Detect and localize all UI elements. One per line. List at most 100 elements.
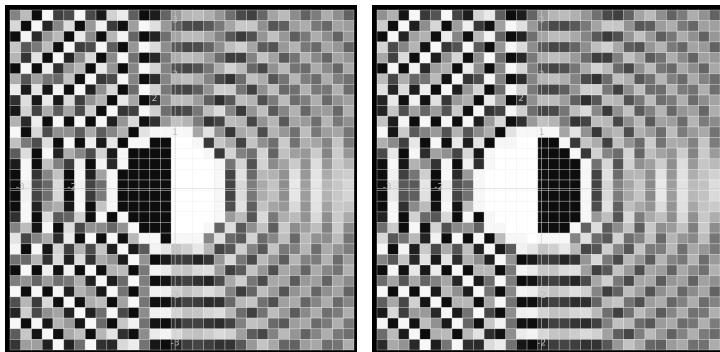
cell	[118, 63, 129, 74]
cell	[107, 286, 118, 297]
cell	[613, 138, 624, 149]
cell	[75, 244, 86, 255]
cell	[300, 308, 311, 319]
cell	[666, 42, 677, 53]
cell	[484, 191, 495, 202]
cell	[527, 276, 538, 287]
cell	[463, 106, 474, 117]
cell	[247, 74, 258, 85]
cell	[506, 318, 517, 329]
cell	[699, 21, 710, 32]
cell	[118, 223, 129, 234]
cell	[549, 201, 560, 212]
cell	[377, 286, 388, 297]
cell	[398, 212, 409, 223]
cell	[118, 318, 129, 329]
cell	[204, 21, 215, 32]
cell	[656, 95, 667, 106]
cell	[85, 63, 96, 74]
cell	[570, 63, 581, 74]
cell	[527, 148, 538, 159]
cell	[473, 180, 484, 191]
cell	[42, 74, 53, 85]
cell	[333, 74, 344, 85]
axis-label: -3	[16, 182, 25, 192]
cell	[656, 74, 667, 85]
cell	[463, 201, 474, 212]
cell	[420, 21, 431, 32]
cell	[42, 297, 53, 308]
cell	[463, 42, 474, 53]
cell	[506, 254, 517, 265]
cell	[128, 329, 139, 340]
cell	[388, 31, 399, 42]
cell	[257, 297, 268, 308]
cell	[343, 297, 354, 308]
cell	[53, 244, 64, 255]
cell	[257, 148, 268, 159]
cell	[182, 42, 193, 53]
cell	[463, 286, 474, 297]
cell	[32, 84, 43, 95]
cell	[343, 148, 354, 159]
cell	[128, 308, 139, 319]
cell	[118, 148, 129, 159]
cell	[225, 53, 236, 64]
cell	[53, 297, 64, 308]
cell	[75, 138, 86, 149]
cell	[538, 223, 549, 234]
cell	[624, 276, 635, 287]
cell	[570, 308, 581, 319]
cell	[53, 159, 64, 170]
cell	[290, 212, 301, 223]
cell	[656, 21, 667, 32]
cell	[570, 297, 581, 308]
cell	[322, 191, 333, 202]
cell	[559, 10, 570, 21]
cell	[333, 116, 344, 127]
cell	[85, 42, 96, 53]
cell	[150, 42, 161, 53]
cell	[96, 53, 107, 64]
cell	[441, 53, 452, 64]
cell	[279, 74, 290, 85]
cell	[709, 95, 720, 106]
cell	[409, 84, 420, 95]
cell	[247, 297, 258, 308]
cell	[484, 286, 495, 297]
cell	[388, 265, 399, 276]
cell	[581, 329, 592, 340]
cell	[527, 308, 538, 319]
cell	[377, 127, 388, 138]
axis-label: 2	[152, 94, 158, 104]
axis-label: -2	[537, 291, 546, 301]
cell	[300, 339, 311, 350]
cell	[279, 339, 290, 350]
cell	[677, 191, 688, 202]
cell	[139, 254, 150, 265]
cell	[257, 95, 268, 106]
cell	[322, 127, 333, 138]
cell	[182, 84, 193, 95]
cell	[290, 276, 301, 287]
cell	[333, 42, 344, 53]
cell	[21, 95, 32, 106]
cell	[118, 10, 129, 21]
cell	[96, 201, 107, 212]
cell	[581, 180, 592, 191]
cell	[441, 31, 452, 42]
cell	[107, 339, 118, 350]
cell	[64, 339, 75, 350]
cell	[161, 42, 172, 53]
cell	[32, 329, 43, 340]
cell	[322, 233, 333, 244]
cell	[473, 138, 484, 149]
cell	[128, 74, 139, 85]
cell	[21, 84, 32, 95]
cell	[85, 180, 96, 191]
cell	[204, 265, 215, 276]
cell	[64, 318, 75, 329]
cell	[75, 318, 86, 329]
cell	[656, 212, 667, 223]
cell	[257, 191, 268, 202]
